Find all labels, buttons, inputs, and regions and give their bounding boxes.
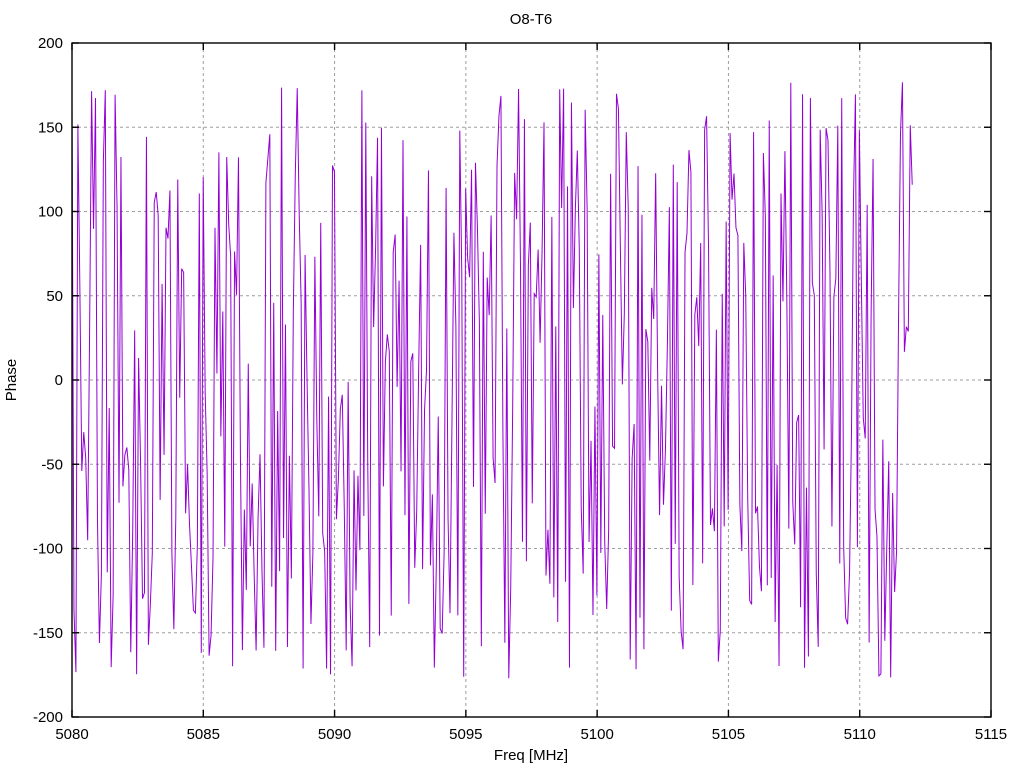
x-axis-label: Freq [MHz] bbox=[494, 747, 568, 764]
x-tick-label: 5110 bbox=[844, 726, 876, 743]
x-tick-label: 5085 bbox=[187, 726, 220, 743]
x-tick-label: 5115 bbox=[975, 726, 1007, 743]
x-tick-label: 5100 bbox=[580, 726, 613, 743]
y-tick-label: 0 bbox=[55, 372, 63, 389]
y-tick-label: -50 bbox=[41, 456, 63, 473]
chart-title: O8-T6 bbox=[510, 11, 553, 28]
y-tick-label: -200 bbox=[33, 709, 63, 726]
x-tick-label: 5095 bbox=[449, 726, 482, 743]
x-tick-label: 5105 bbox=[712, 726, 745, 743]
x-tick-label: 5080 bbox=[55, 726, 88, 743]
y-tick-label: 50 bbox=[46, 288, 63, 305]
series-line-group bbox=[71, 82, 913, 679]
y-axis-label: Phase bbox=[3, 359, 20, 402]
y-tick-label: -100 bbox=[33, 541, 63, 558]
series-line bbox=[71, 82, 913, 679]
y-tick-label: -150 bbox=[33, 625, 63, 642]
y-tick-label: 200 bbox=[38, 35, 63, 52]
y-tick-label: 150 bbox=[38, 119, 63, 136]
y-tick-label: 100 bbox=[38, 204, 63, 221]
plot-border bbox=[71, 42, 992, 718]
x-tick-label: 5090 bbox=[318, 726, 351, 743]
tick-labels: 5080 5085 5090 5095 5100 5105 5110 5115 -200 -150… bbox=[33, 35, 1007, 743]
